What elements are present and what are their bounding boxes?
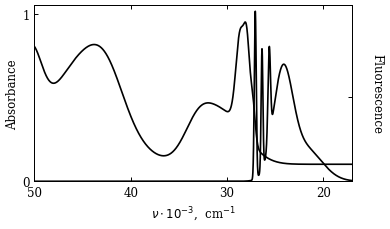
Y-axis label: Fluorescence: Fluorescence [371, 54, 384, 134]
X-axis label: $\mathit{\nu} \cdot 10^{-3}$,  cm$^{-1}$: $\mathit{\nu} \cdot 10^{-3}$, cm$^{-1}$ [151, 205, 236, 223]
Y-axis label: Absorbance: Absorbance [6, 59, 19, 129]
